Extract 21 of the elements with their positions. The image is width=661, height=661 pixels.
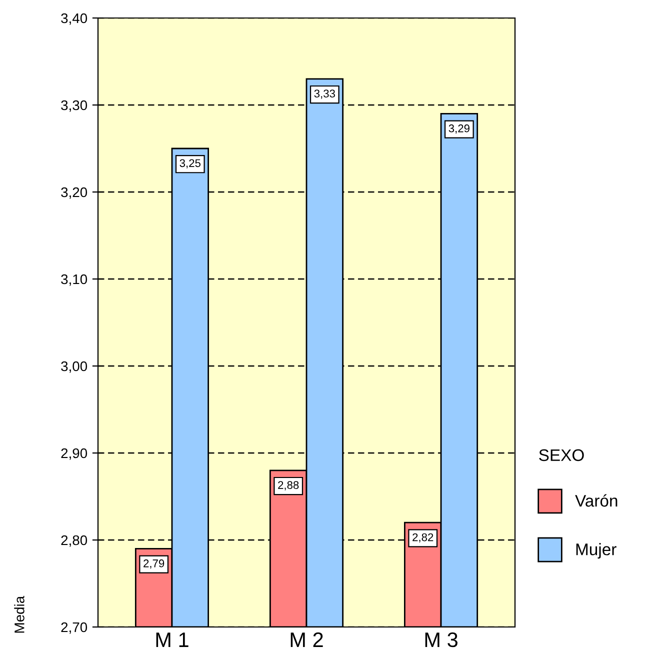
y-tick-label: 2,90	[61, 448, 88, 460]
y-axis-title: Media	[14, 596, 24, 633]
y-tick-label: 2,80	[61, 535, 88, 547]
y-tick-label: 3,20	[61, 187, 88, 199]
data-label: 3,29	[448, 124, 470, 134]
data-label: 2,79	[144, 559, 164, 569]
y-tick-label: 3,40	[61, 13, 88, 25]
legend-title: SEXO	[539, 449, 584, 462]
y-tick-label: 3,00	[61, 361, 88, 373]
data-label: 3,25	[180, 159, 200, 168]
x-tick-label: M 2	[290, 632, 323, 647]
y-tick-label: 3,10	[61, 274, 88, 286]
data-label: 2,88	[278, 481, 299, 490]
x-tick-label: M 3	[425, 632, 458, 648]
y-tick-label: 2,70	[61, 622, 88, 634]
data-label: 3,33	[314, 90, 335, 99]
y-tick-label: 3,30	[61, 100, 88, 112]
legend-label: Varón	[575, 494, 618, 507]
x-tick-label: M 1	[156, 632, 188, 647]
legend-label: Mujer	[576, 543, 616, 559]
data-label: 2,82	[412, 533, 434, 543]
